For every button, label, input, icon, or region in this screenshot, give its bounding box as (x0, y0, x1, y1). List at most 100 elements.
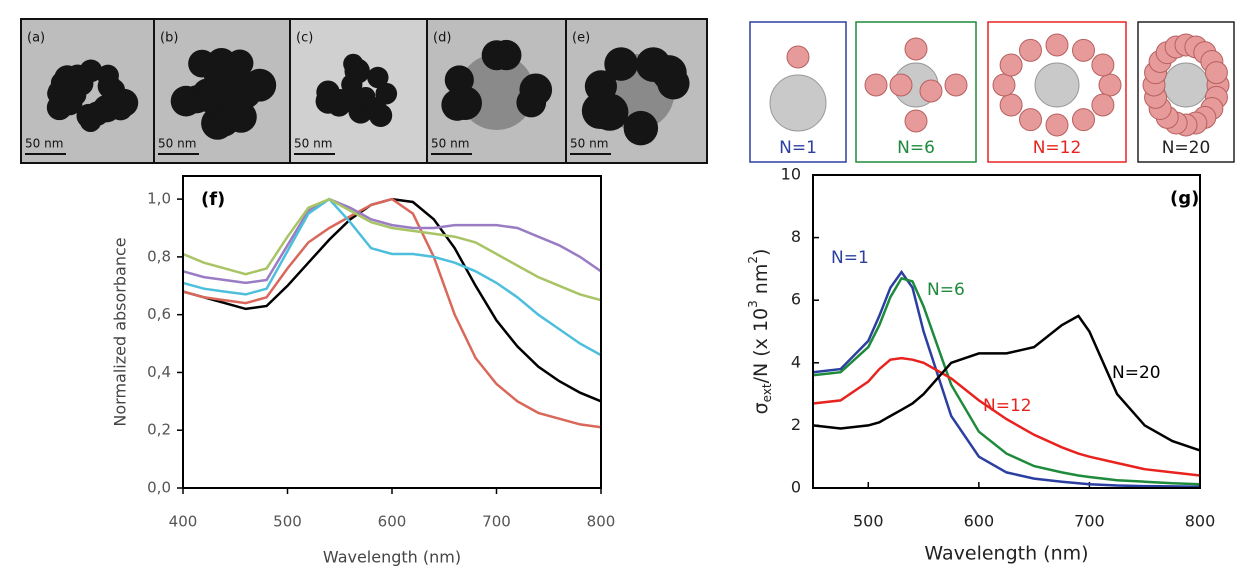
panel-label: (f) (201, 189, 225, 210)
tem-image: (c) 50 nm (291, 20, 426, 162)
y-axis-label: σext/N (x 103 nm2) (746, 249, 774, 415)
series-label: N=20 (1112, 363, 1161, 383)
core-sphere (1034, 62, 1080, 108)
gold-sphere (1045, 33, 1069, 57)
nanoparticle (581, 92, 619, 130)
series-line (182, 197, 602, 302)
series-label: N=1 (831, 248, 869, 268)
series-line (812, 269, 1201, 488)
cluster-box: N=20 (1137, 21, 1235, 163)
nanoparticle (84, 101, 110, 126)
x-tick-label: 600 (378, 513, 407, 531)
scale-label: 50 nm (25, 137, 63, 151)
gold-sphere (944, 73, 968, 97)
y-axis-label-part: nm (750, 264, 772, 301)
x-tick-label: 800 (1185, 512, 1216, 531)
scale-label: 50 nm (158, 137, 196, 151)
cluster-box: N=1 (749, 21, 847, 163)
nanoparticle (367, 66, 389, 89)
tem-image: (d) 50 nm (428, 20, 565, 162)
gold-sphere (999, 93, 1023, 117)
gold-sphere (889, 73, 913, 97)
scale-label: 50 nm (294, 137, 332, 151)
gold-sphere (904, 109, 928, 133)
gold-sphere (1018, 38, 1042, 62)
y-tick-label: 0,2 (147, 421, 171, 439)
y-tick-label: 6 (791, 290, 801, 309)
y-axis-label-part: ext (760, 383, 774, 402)
panel-label: (g) (1170, 188, 1199, 209)
nanoparticle (441, 89, 474, 121)
nanoparticle (444, 65, 474, 95)
series-line (182, 197, 602, 285)
core-sphere (1163, 62, 1209, 108)
gold-sphere (1204, 61, 1228, 85)
y-tick-label: 1,0 (147, 190, 171, 208)
x-tick-label: 600 (964, 512, 995, 531)
nanoparticle (623, 110, 659, 146)
series-line (182, 197, 602, 357)
x-tick-label: 800 (587, 513, 616, 531)
y-axis-label-part: /N (x 10 (750, 308, 772, 384)
x-tick-label: 400 (169, 513, 198, 531)
nanoparticle (522, 76, 550, 104)
core-sphere (769, 74, 827, 132)
nanoparticle (481, 40, 512, 71)
gold-sphere (786, 45, 810, 69)
gold-sphere (864, 73, 888, 97)
nanoparticle (368, 103, 393, 128)
tem-image: (a) 50 nm (22, 20, 153, 162)
y-tick-label: 8 (791, 227, 801, 246)
cluster-label: N=1 (779, 138, 817, 158)
nanoparticle (226, 49, 254, 77)
tem-label: (c) (296, 31, 313, 46)
cluster-box: N=6 (855, 21, 977, 163)
y-tick-label: 10 (781, 165, 801, 184)
nanoparticle (110, 97, 133, 120)
nanoparticle (47, 79, 75, 106)
gold-sphere (904, 37, 928, 61)
series-line (812, 314, 1201, 452)
plot-frame (182, 175, 602, 489)
cluster-box: N=12 (987, 21, 1127, 163)
x-axis-label: Wavelength (nm) (924, 543, 1088, 565)
nanoparticle (327, 93, 351, 117)
plot-frame (812, 174, 1201, 489)
gold-sphere (1091, 53, 1115, 77)
y-tick-label: 0,4 (147, 363, 171, 381)
nanoparticle (635, 47, 671, 82)
y-tick-label: 0 (791, 478, 801, 497)
tem-image: (e) 50 nm (567, 20, 706, 162)
tem-label: (e) (572, 31, 590, 46)
nanoparticle (345, 86, 369, 110)
nanoparticle (604, 47, 638, 81)
y-tick-label: 0,8 (147, 247, 171, 265)
y-tick-label: 0,6 (147, 305, 171, 323)
y-axis-label-part: 2 (746, 256, 760, 264)
series-label: N=12 (983, 396, 1032, 416)
gold-sphere (1098, 73, 1122, 97)
series-line (812, 356, 1201, 477)
y-axis-label-part: ) (750, 249, 772, 256)
y-tick-label: 2 (791, 415, 801, 434)
gold-sphere (1072, 108, 1096, 132)
x-tick-label: 500 (853, 512, 884, 531)
series-line (182, 197, 602, 429)
gold-sphere (1019, 108, 1043, 132)
nanoparticle (97, 74, 122, 99)
x-axis-label: Wavelength (nm) (323, 548, 461, 567)
tem-label: (a) (27, 31, 45, 46)
series-line (812, 276, 1201, 486)
scale-label: 50 nm (431, 137, 469, 151)
y-axis-label-part: σ (750, 402, 772, 414)
series-label: N=6 (927, 280, 965, 300)
gold-sphere (999, 53, 1023, 77)
gold-sphere (1091, 93, 1115, 117)
x-tick-label: 700 (482, 513, 511, 531)
nanoparticle (197, 78, 227, 108)
nanoparticle (343, 53, 364, 74)
gold-sphere (1045, 113, 1069, 137)
cluster-label: N=12 (1033, 138, 1082, 158)
nanoparticle (375, 82, 398, 105)
